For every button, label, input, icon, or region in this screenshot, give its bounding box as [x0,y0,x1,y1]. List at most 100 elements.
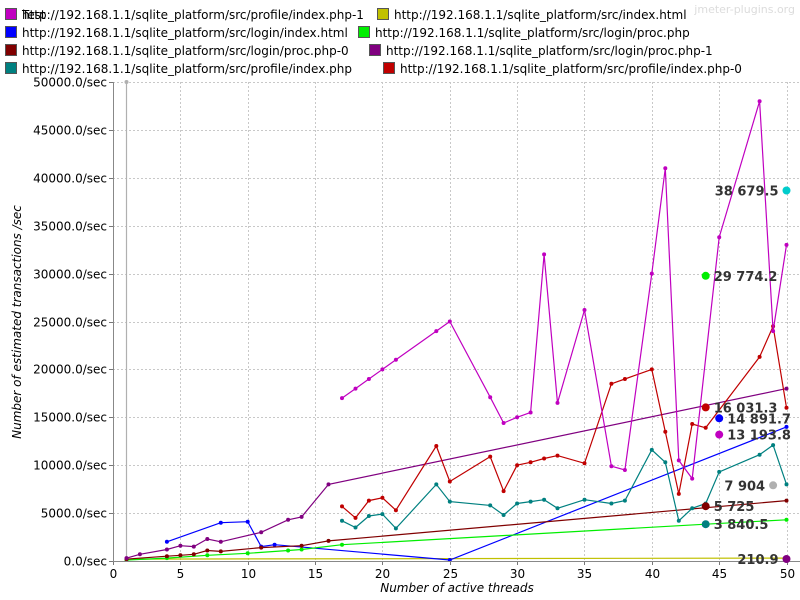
series-point [218,549,223,554]
series-point [784,498,789,503]
legend-swatch [5,44,17,56]
legend-swatch [383,62,395,74]
series-point [353,525,358,530]
series-point [245,519,250,524]
legend-entry: http://192.168.1.1/sqlite_platform/src/i… [394,8,687,22]
series-point [366,498,371,503]
series-point [528,460,533,465]
series-point [771,443,776,448]
series-point [501,513,506,517]
series-point [649,367,654,372]
series-line [341,101,788,481]
x-tick-label: 5 [177,567,185,581]
legend: Test http://192.168.1.1/sqlite_platform/s… [5,8,742,76]
series-point [124,80,129,84]
series-point [784,386,789,391]
series-point [353,386,358,391]
series-point [366,514,371,518]
series-point [717,235,722,240]
series-point [286,517,291,522]
series-point [205,553,210,558]
series-point [649,271,654,276]
series-point [717,469,722,474]
series-point [676,518,681,523]
end-point-marker [715,430,724,439]
y-tick-label: 40000.0/sec [33,172,107,186]
series-point [299,543,304,548]
series-point [299,547,304,552]
end-point-marker [701,403,710,412]
series-point [326,538,331,543]
legend-entry: http://192.168.1.1/sqlite_platform/src/l… [386,44,713,58]
series-point [393,508,398,513]
series-line [126,500,787,560]
series-point [393,357,398,362]
series-point [191,552,196,557]
end-point-marker [769,481,778,490]
series-point [137,552,142,557]
series-point [542,456,547,461]
series-point [784,482,789,487]
series-point [259,530,264,535]
series-point [488,454,493,459]
series-point [757,452,762,457]
x-tick-label: 35 [577,567,592,581]
series-point [340,518,344,523]
value-label: 16 031.3 [714,401,778,416]
y-tick-label: 25000.0/sec [33,316,107,330]
legend-entry: http://192.168.1.1/sqlite_platform/src/p… [400,62,742,76]
series-point [447,319,452,324]
series-point [205,537,210,541]
legend-entry: http://192.168.1.1/sqlite_platform/src/p… [22,62,352,76]
series-point [663,429,668,434]
series-point [690,476,695,481]
series-point [555,506,560,511]
y-tick-label: 45000.0/sec [33,124,107,138]
end-point-marker [715,414,724,423]
legend-swatch [377,8,389,20]
series-point [542,497,547,502]
legend-swatch [5,62,17,74]
x-tick-label: 20 [375,567,390,581]
series-point [676,458,681,463]
y-axis-title: Number of estimated transactions /sec [10,205,24,439]
series-point [434,444,439,448]
series-point [447,479,452,484]
series-point [447,499,452,504]
series-point [164,554,169,559]
x-tick-label: 25 [443,567,458,581]
value-label: 210.9 [737,553,778,568]
y-tick-label: 5000.0/sec [41,507,107,521]
series-point [501,489,506,494]
x-tick-label: 45 [712,567,727,581]
series-point [393,526,398,531]
y-tick-label: 20000.0/sec [33,363,107,377]
series-point [609,464,614,469]
series-point [178,543,183,548]
series-point [286,548,291,553]
series-point [515,501,520,506]
series-point [757,354,762,359]
legend-swatch [5,26,17,38]
legend-entry: http://192.168.1.1/sqlite_platform/src/l… [22,44,349,58]
value-labels: 7 904 14 891.7 29 774.2 5 725 210.9 3 840.5 16… [701,185,791,568]
series-point [353,515,358,520]
end-point-marker [701,520,710,529]
value-label: 38 679.5 [715,185,779,200]
series-point [515,415,520,420]
legend-swatch [5,8,17,20]
series-point [582,497,587,502]
legend-entry: http://192.168.1.1/sqlite_platform/src/p… [22,8,364,22]
series-line [341,324,788,519]
series-point [622,498,627,503]
series-point [340,396,344,401]
series-point [488,395,493,400]
legend-entry: http://192.168.1.1/sqlite_platform/src/l… [375,26,690,40]
value-label: 3 840.5 [714,518,769,533]
end-point-marker [782,186,791,195]
series-point [205,548,210,553]
series-point [515,463,520,468]
series-point [191,544,196,549]
